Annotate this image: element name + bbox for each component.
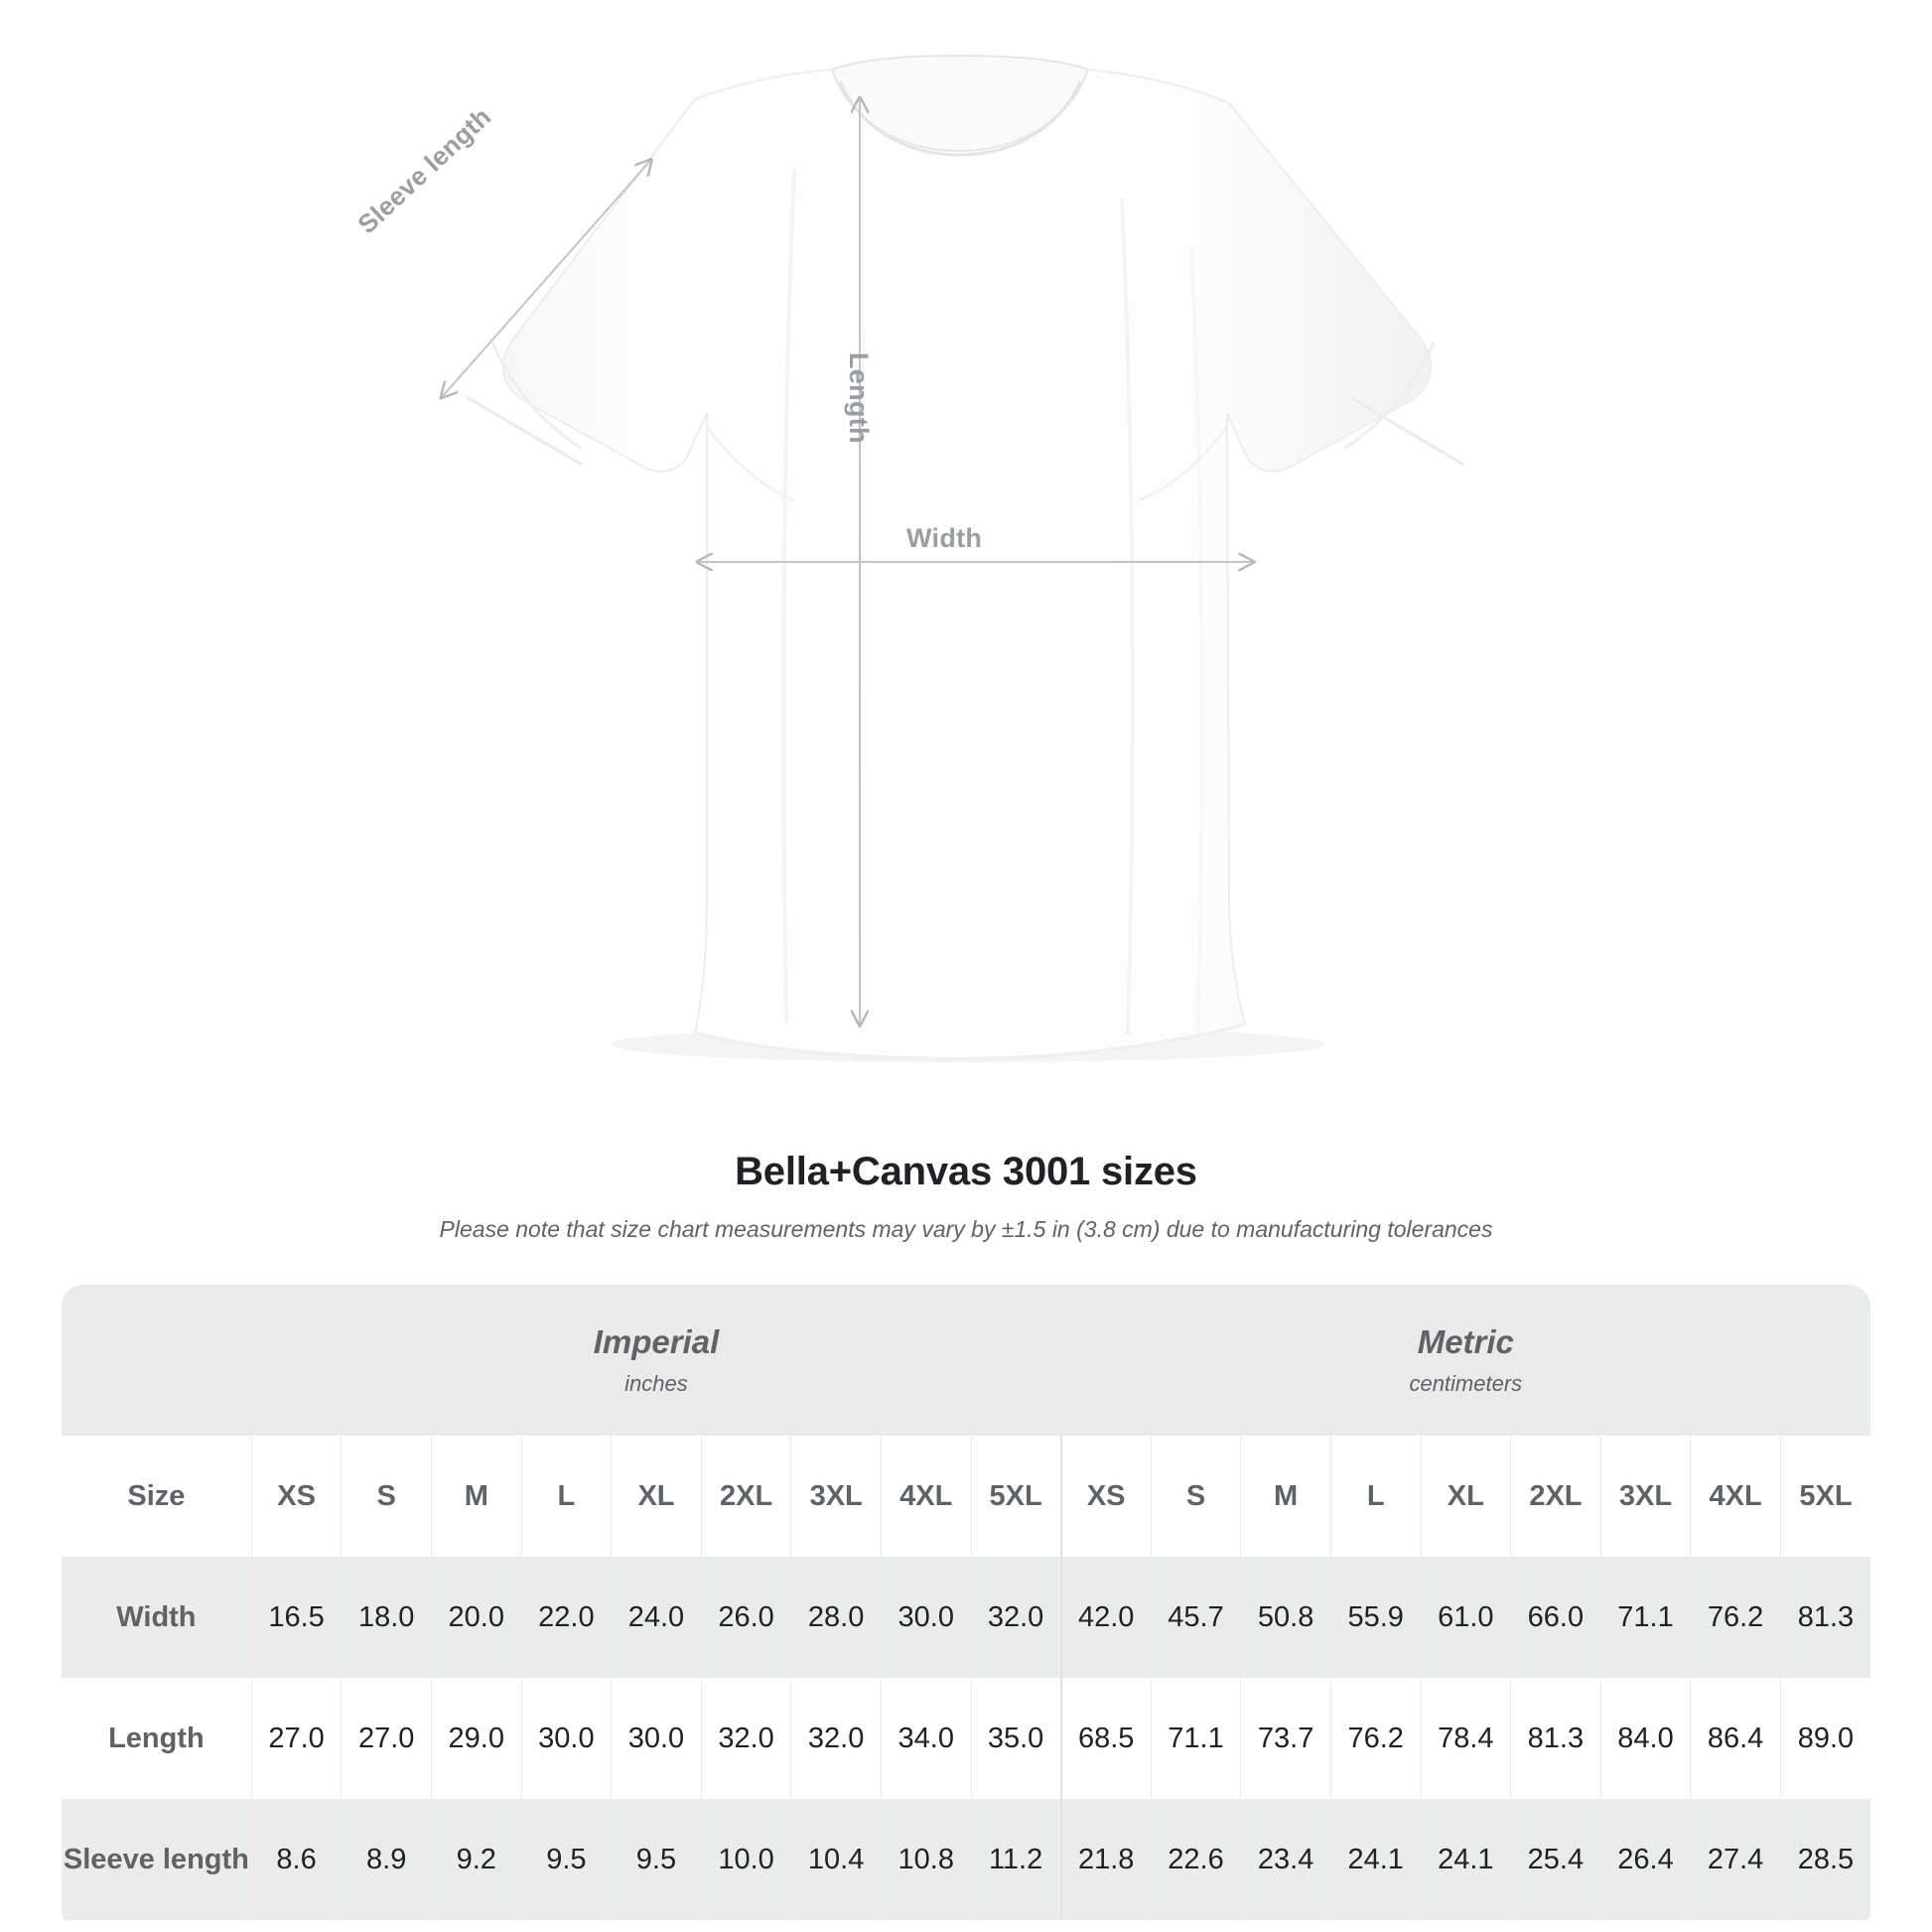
cell-length-5xl-in: 35.0 [970, 1678, 1061, 1799]
cell-sleeve-length-3xl-cm: 26.4 [1599, 1799, 1691, 1920]
table-row: Length 27.0 27.0 29.0 30.0 30.0 32.0 32.0 34.0 35… [62, 1678, 1870, 1799]
size-header-metric-l: L [1329, 1436, 1422, 1557]
cell-length-xs-in: 27.0 [250, 1678, 342, 1799]
cell-length-m-cm: 73.7 [1240, 1678, 1331, 1799]
cell-width-2xl-cm: 66.0 [1510, 1557, 1601, 1678]
cell-width-4xl-in: 30.0 [880, 1557, 972, 1678]
size-header-row: Size XS S M L XL 2XL 3XL 4XL 5XL XS S M L XL 2XL 3XL 4XL 5… [62, 1436, 1870, 1557]
cell-sleeve-length-l-in: 9.5 [520, 1799, 612, 1920]
size-header-metric-5xl: 5XL [1779, 1436, 1870, 1557]
unit-group-subtitle: centimeters [1409, 1370, 1523, 1396]
cell-sleeve-length-2xl-in: 10.0 [700, 1799, 791, 1920]
cell-length-s-in: 27.0 [341, 1678, 432, 1799]
cell-length-3xl-cm: 84.0 [1599, 1678, 1691, 1799]
size-table: Imperial inches Metric centimeters Size XS S M L… [62, 1285, 1870, 1920]
size-header-metric-4xl: 4XL [1690, 1436, 1781, 1557]
cell-width-l-in: 22.0 [520, 1557, 612, 1678]
size-header-metric-s: S [1150, 1436, 1241, 1557]
cell-sleeve-length-xl-cm: 24.1 [1420, 1799, 1511, 1920]
cell-sleeve-length-5xl-cm: 28.5 [1779, 1799, 1870, 1920]
unit-group-imperial: Imperial inches [251, 1285, 1061, 1436]
cell-length-4xl-cm: 86.4 [1690, 1678, 1781, 1799]
size-header-imperial-2xl: 2XL [700, 1436, 791, 1557]
chart-heading: Bella+Canvas 3001 sizes Please note that… [0, 1150, 1932, 1243]
cell-width-5xl-cm: 81.3 [1779, 1557, 1870, 1678]
unit-group-name: Metric [1417, 1323, 1514, 1361]
cell-width-m-in: 20.0 [430, 1557, 522, 1678]
cell-length-3xl-in: 32.0 [790, 1678, 882, 1799]
unit-banner-spacer [62, 1285, 252, 1436]
size-header-imperial-m: M [430, 1436, 522, 1557]
table-row: Sleeve length 8.6 8.9 9.2 9.5 9.5 10.0 10.4 10.8… [62, 1799, 1870, 1920]
size-header-metric-3xl: 3XL [1599, 1436, 1691, 1557]
size-table-wrapper: Imperial inches Metric centimeters Size XS S M L… [62, 1285, 1870, 1920]
cell-width-s-in: 18.0 [341, 1557, 432, 1678]
cell-sleeve-length-xl-in: 9.5 [611, 1799, 702, 1920]
unit-group-name: Imperial [593, 1323, 720, 1361]
cell-length-m-in: 29.0 [430, 1678, 522, 1799]
size-header-imperial-5xl: 5XL [970, 1436, 1061, 1557]
cell-sleeve-length-xs-cm: 21.8 [1059, 1799, 1152, 1920]
cell-sleeve-length-2xl-cm: 25.4 [1510, 1799, 1601, 1920]
cell-sleeve-length-s-cm: 22.6 [1150, 1799, 1241, 1920]
cell-width-3xl-cm: 71.1 [1599, 1557, 1691, 1678]
cell-length-s-cm: 71.1 [1150, 1678, 1241, 1799]
size-header-imperial-l: L [520, 1436, 612, 1557]
cell-sleeve-length-xs-in: 8.6 [250, 1799, 342, 1920]
cell-length-5xl-cm: 89.0 [1779, 1678, 1870, 1799]
cell-length-xs-cm: 68.5 [1059, 1678, 1152, 1799]
cell-width-4xl-cm: 76.2 [1690, 1557, 1781, 1678]
cell-width-m-cm: 50.8 [1240, 1557, 1331, 1678]
cell-width-xs-cm: 42.0 [1059, 1557, 1152, 1678]
size-header-imperial-xs: XS [250, 1436, 342, 1557]
size-header-imperial-4xl: 4XL [880, 1436, 972, 1557]
cell-width-xl-cm: 61.0 [1420, 1557, 1511, 1678]
cell-width-xs-in: 16.5 [250, 1557, 342, 1678]
cell-sleeve-length-5xl-in: 11.2 [970, 1799, 1061, 1920]
cell-sleeve-length-m-cm: 23.4 [1240, 1799, 1331, 1920]
cell-width-3xl-in: 28.0 [790, 1557, 882, 1678]
size-header-metric-m: M [1240, 1436, 1331, 1557]
cell-sleeve-length-4xl-in: 10.8 [880, 1799, 972, 1920]
size-header-imperial-3xl: 3XL [790, 1436, 882, 1557]
cell-length-2xl-in: 32.0 [700, 1678, 791, 1799]
cell-sleeve-length-4xl-cm: 27.4 [1690, 1799, 1781, 1920]
width-label: Width [906, 523, 983, 553]
size-header-imperial-xl: XL [611, 1436, 702, 1557]
size-header-metric-xs: XS [1059, 1436, 1152, 1557]
length-label: Length [844, 352, 874, 444]
table-row: Width 16.5 18.0 20.0 22.0 24.0 26.0 28.0 30.0 32.… [62, 1557, 1870, 1678]
unit-group-subtitle: inches [624, 1370, 688, 1396]
sleeve-length-arrow [442, 161, 650, 397]
row-label-sleeve-length: Sleeve length [62, 1799, 252, 1920]
size-header-imperial-s: S [341, 1436, 432, 1557]
size-header-metric-2xl: 2XL [1510, 1436, 1601, 1557]
row-label-length: Length [62, 1678, 252, 1799]
cell-width-2xl-in: 26.0 [700, 1557, 791, 1678]
tolerance-note: Please note that size chart measurements… [439, 1216, 1493, 1242]
cell-sleeve-length-m-in: 9.2 [430, 1799, 522, 1920]
cell-sleeve-length-s-in: 8.9 [341, 1799, 432, 1920]
cell-length-4xl-in: 34.0 [880, 1678, 972, 1799]
cell-sleeve-length-3xl-in: 10.4 [790, 1799, 882, 1920]
cell-sleeve-length-l-cm: 24.1 [1329, 1799, 1422, 1920]
cell-width-5xl-in: 32.0 [970, 1557, 1061, 1678]
row-label-width: Width [62, 1557, 252, 1678]
tshirt-illustration: Sleeve length Length Width [0, 54, 1464, 1062]
size-header-metric-xl: XL [1420, 1436, 1511, 1557]
cell-length-xl-in: 30.0 [611, 1678, 702, 1799]
unit-banner-row: Imperial inches Metric centimeters [62, 1285, 1870, 1436]
cell-width-s-cm: 45.7 [1150, 1557, 1241, 1678]
cell-length-xl-cm: 78.4 [1420, 1678, 1511, 1799]
unit-group-metric: Metric centimeters [1060, 1285, 1870, 1436]
cell-length-l-cm: 76.2 [1329, 1678, 1422, 1799]
cell-width-l-cm: 55.9 [1329, 1557, 1422, 1678]
cell-width-xl-in: 24.0 [611, 1557, 702, 1678]
cell-length-l-in: 30.0 [520, 1678, 612, 1799]
page-title: Bella+Canvas 3001 sizes [735, 1150, 1197, 1193]
cell-length-2xl-cm: 81.3 [1510, 1678, 1601, 1799]
size-column-header: Size [62, 1436, 252, 1557]
tshirt-graphic [0, 54, 1464, 1062]
